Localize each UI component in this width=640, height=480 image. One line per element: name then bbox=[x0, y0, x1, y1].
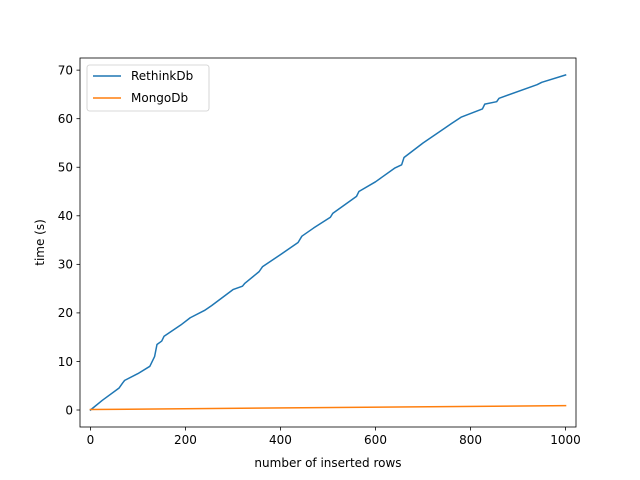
series-layer bbox=[89, 74, 567, 412]
legend-label-mongodb: MongoDb bbox=[131, 91, 188, 105]
y-tick-label: 10 bbox=[58, 355, 73, 369]
y-tick-label: 30 bbox=[58, 258, 73, 272]
y-tick-label: 70 bbox=[58, 63, 73, 77]
y-axis-label: time (s) bbox=[33, 219, 47, 266]
y-tick-label: 40 bbox=[58, 209, 73, 223]
x-tick-label: 0 bbox=[87, 433, 95, 447]
ticks-layer: 0 200 400 600 800 1000 0 10 20 30 40 50 60 70 bbox=[58, 63, 581, 447]
x-tick-label: 400 bbox=[269, 433, 292, 447]
y-tick-label: 50 bbox=[58, 161, 73, 175]
legend: RethinkDb MongoDb bbox=[86, 64, 210, 112]
series-line-mongodb bbox=[89, 404, 567, 411]
x-tick-label: 200 bbox=[174, 433, 197, 447]
x-tick-label: 600 bbox=[364, 433, 387, 447]
y-tick-label: 60 bbox=[58, 112, 73, 126]
series-line-rethinkdb bbox=[89, 74, 567, 412]
x-tick-label: 1000 bbox=[550, 433, 581, 447]
y-tick-label: 20 bbox=[58, 306, 73, 320]
x-tick-label: 800 bbox=[459, 433, 482, 447]
x-axis-label: number of inserted rows bbox=[254, 456, 401, 470]
legend-label-rethinkdb: RethinkDb bbox=[131, 69, 193, 83]
y-tick-label: 0 bbox=[65, 403, 73, 417]
plot-frame bbox=[79, 57, 577, 428]
